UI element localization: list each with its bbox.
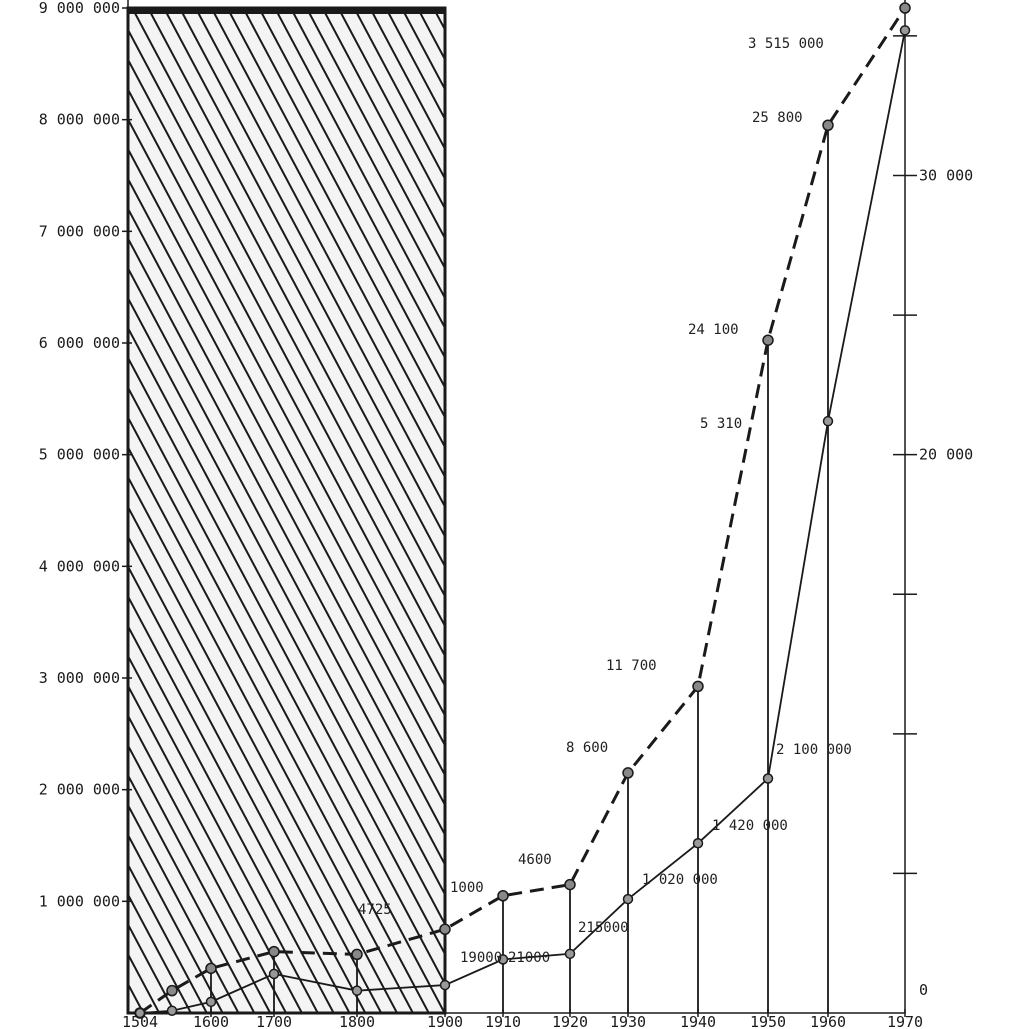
data-label: 1000	[450, 880, 484, 896]
right-tick-label: 30 000	[919, 167, 973, 185]
left-tick-label: 4 000 000	[39, 557, 120, 575]
left-tick-label: 9 000 000	[39, 0, 120, 17]
x-tick-label: 1910	[485, 1013, 521, 1029]
left-tick-label: 3 000 000	[39, 669, 120, 687]
dashed-series-point	[268, 945, 280, 958]
solid-series-point	[351, 985, 363, 996]
left-tick-label: 1 000 000	[39, 892, 120, 910]
x-tick-label: 1900	[427, 1013, 463, 1029]
dashed-series-point	[564, 878, 576, 891]
data-label: 1 420 000	[712, 818, 788, 834]
left-tick-label: 5 000 000	[39, 446, 120, 464]
dashed-series-point	[497, 890, 509, 902]
solid-series-point	[762, 773, 774, 784]
right-tick-label: 0	[919, 981, 928, 999]
data-label: 215000	[578, 920, 629, 936]
data-label: 1 020 000	[642, 872, 718, 888]
x-tick-label: 1800	[339, 1013, 375, 1029]
x-tick-label: 1970	[887, 1013, 923, 1029]
left-tick-label: 7 000 000	[39, 222, 120, 240]
solid-series-point	[822, 415, 834, 427]
solid-series-point	[692, 838, 704, 849]
x-tick-label: 1960	[810, 1013, 846, 1029]
x-tick-label: 1600	[193, 1013, 229, 1029]
x-tick-label: 1504	[122, 1013, 158, 1029]
solid-series-point	[205, 996, 217, 1008]
data-label: 4600	[518, 852, 552, 868]
solid-series-point	[134, 1007, 146, 1019]
dashed-series-point	[205, 962, 217, 975]
x-tick-label: 1940	[680, 1013, 716, 1029]
drop-lines-layer	[210, 125, 829, 1013]
data-label: 5 310	[700, 416, 742, 432]
left-tick-label: 2 000 000	[39, 781, 120, 799]
data-label: 24 100	[688, 322, 739, 338]
axes-layer: 1 000 000 2 000 000 3 000 000 4 000 000 5 00…	[39, 0, 973, 1029]
data-label: 3 515 000	[748, 36, 824, 52]
solid-series-point	[899, 25, 911, 36]
dashed-series-point	[439, 923, 451, 935]
solid-series-point	[439, 979, 451, 991]
dashed-series-point	[899, 2, 911, 14]
solid-series-point	[564, 948, 576, 960]
x-tick-label: 1930	[610, 1013, 646, 1029]
solid-series-point	[497, 954, 509, 965]
points-layer	[134, 2, 911, 1019]
solid-series-point	[268, 968, 280, 980]
shaded-region-layer	[126, 6, 447, 1015]
shaded-region	[126, 6, 447, 1015]
x-tick-label: 1950	[750, 1013, 786, 1029]
labels-layer: 3 515 000 25 800 24 100 5 310 11 700 8 600 2 1…	[358, 36, 852, 966]
x-tick-label: 1700	[256, 1013, 292, 1029]
dashed-series-point	[166, 984, 178, 997]
data-label: 4725	[358, 902, 392, 918]
left-tick-label: 6 000 000	[39, 334, 120, 352]
dashed-series-point	[622, 767, 634, 779]
dashed-series-point	[762, 334, 774, 346]
data-label: 25 800	[752, 110, 803, 126]
right-tick-label: 20 000	[919, 446, 973, 464]
data-label: 8 600	[566, 740, 608, 756]
solid-series-point	[166, 1005, 178, 1017]
dashed-series-point	[692, 680, 704, 693]
data-label: 21000	[508, 950, 550, 966]
dashed-series-point	[351, 948, 363, 961]
x-tick-label: 1920	[552, 1013, 588, 1029]
shaded-region-top-band	[128, 8, 445, 14]
data-label: 11 700	[606, 658, 657, 674]
data-label: 2 100 000	[776, 742, 852, 758]
dashed-series-point	[822, 119, 834, 131]
data-label: 19000	[460, 950, 502, 966]
left-tick-label: 8 000 000	[39, 111, 120, 129]
solid-series-point	[622, 893, 634, 905]
